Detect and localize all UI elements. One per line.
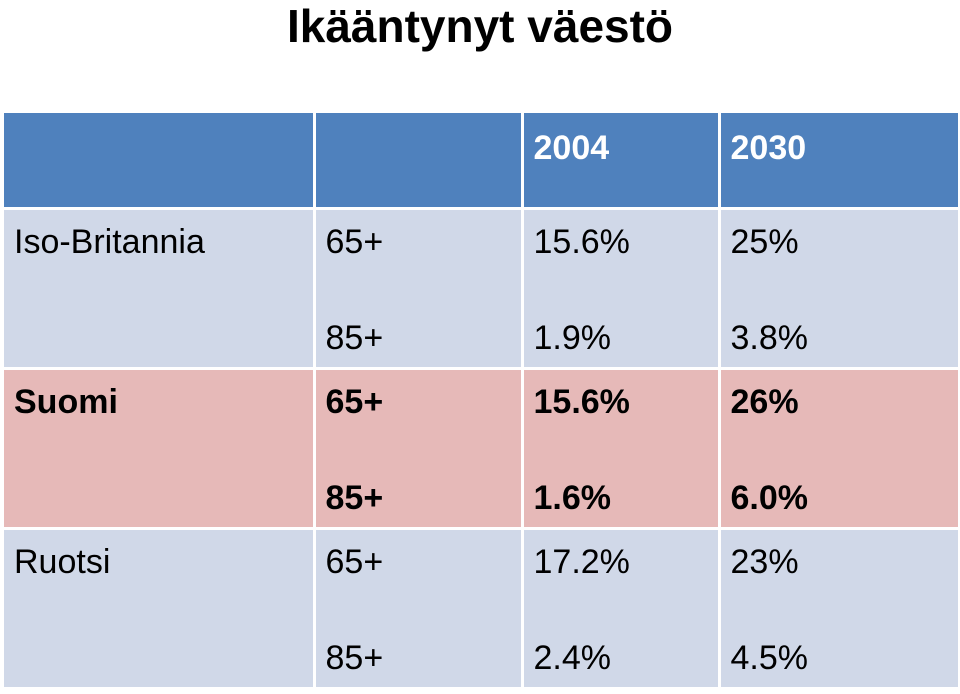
age-group-label: 85+ <box>325 479 384 517</box>
value-2030: 4.5% <box>730 639 809 677</box>
population-table: 2004 2030 Iso-Britannia 65+ 85+ 15.6% 1.… <box>4 110 958 690</box>
value-2004: 2.4% <box>533 639 612 677</box>
age-group-label: 65+ <box>325 383 384 421</box>
value-2030: 26% <box>730 383 799 421</box>
country-label: Ruotsi <box>14 543 111 581</box>
value-2004-cell: 17.2% 2.4% <box>520 527 721 690</box>
header-cell-country <box>4 110 316 210</box>
value-2030: 6.0% <box>730 479 809 517</box>
value-2030: 3.8% <box>730 319 809 357</box>
country-cell: Ruotsi <box>4 527 316 690</box>
value-2030: 25% <box>730 223 799 261</box>
header-cell-2030: 2030 <box>717 110 958 210</box>
value-2004-cell: 15.6% 1.6% <box>520 367 721 530</box>
age-group-label: 85+ <box>325 319 384 357</box>
value-2004: 15.6% <box>533 383 630 421</box>
value-2030-cell: 25% 3.8% <box>717 207 958 370</box>
age-group-label: 65+ <box>325 543 384 581</box>
header-cell-2004: 2004 <box>520 110 721 210</box>
country-cell: Suomi <box>4 367 316 530</box>
table-row: Suomi 65+ 85+ 15.6% 1.6% 26% 6.0% <box>4 367 958 530</box>
value-2004: 17.2% <box>533 543 630 581</box>
value-2004: 1.6% <box>533 479 612 517</box>
age-group-cell: 65+ 85+ <box>312 527 524 690</box>
value-2004-cell: 15.6% 1.9% <box>520 207 721 370</box>
age-group-cell: 65+ 85+ <box>312 207 524 370</box>
age-group-label: 85+ <box>325 639 384 677</box>
country-label: Suomi <box>14 383 118 421</box>
value-2004: 15.6% <box>533 223 630 261</box>
age-group-cell: 65+ 85+ <box>312 367 524 530</box>
page-title: Ikääntynyt väestö <box>286 0 674 52</box>
country-cell: Iso-Britannia <box>4 207 316 370</box>
value-2030: 23% <box>730 543 799 581</box>
value-2030-cell: 23% 4.5% <box>717 527 958 690</box>
value-2030-cell: 26% 6.0% <box>717 367 958 530</box>
value-2004: 1.9% <box>533 319 612 357</box>
country-label: Iso-Britannia <box>14 223 205 261</box>
table-row: Ruotsi 65+ 85+ 17.2% 2.4% 23% 4.5% <box>4 527 958 690</box>
header-cell-age <box>312 110 524 210</box>
age-group-label: 65+ <box>325 223 384 261</box>
table-row: Iso-Britannia 65+ 85+ 15.6% 1.9% 25% 3.8… <box>4 207 958 370</box>
table-header-row: 2004 2030 <box>4 110 958 210</box>
